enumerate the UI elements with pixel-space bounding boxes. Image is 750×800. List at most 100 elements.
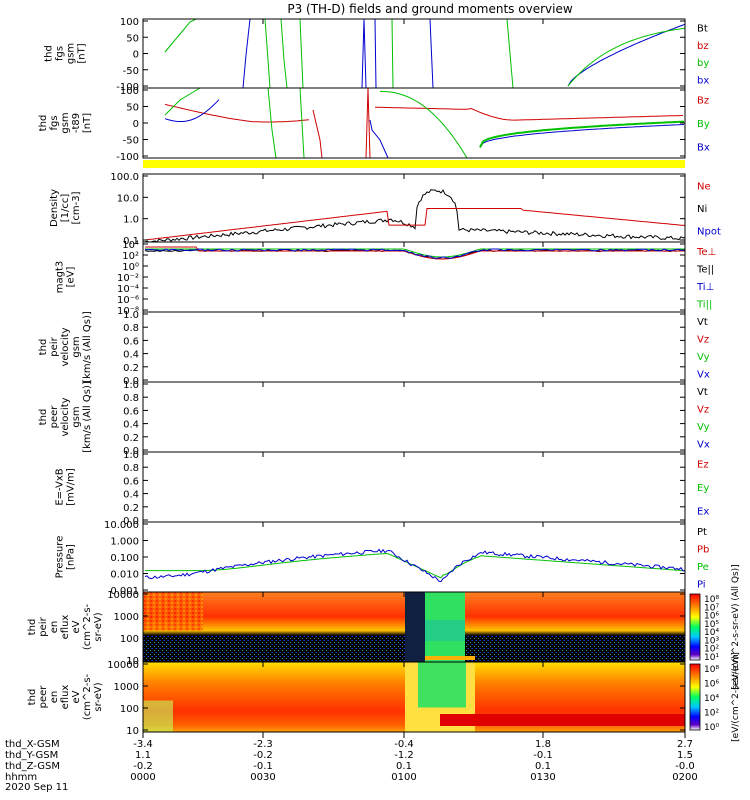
y-axis-label: peer (49, 405, 60, 429)
electron-spectrogram-core (418, 662, 466, 708)
y-axis-label: velocity (60, 397, 71, 436)
bx-trace (568, 24, 685, 86)
y-tick-label: 0.8 (123, 393, 139, 404)
x-tick-label: 0200 (672, 772, 697, 783)
y-axis-label: eV (71, 620, 82, 633)
y-tick-label: 0.8 (123, 323, 139, 334)
y-axis-label: Pressure (55, 536, 66, 579)
y-tick-label: 0.2 (123, 433, 139, 444)
y-tick-label: 0 (133, 50, 139, 61)
y-axis-label: peer (38, 685, 49, 709)
legend-Pt: Pt (697, 527, 707, 538)
legend-Vx: Vx (697, 369, 710, 380)
x-tick-label: 1.8 (535, 739, 551, 750)
y-tick-label: 1.0 (123, 310, 139, 321)
legend-Ni: Ni (697, 204, 707, 215)
y-tick-label: 1.000 (110, 537, 139, 548)
y-axis-label: Density (49, 189, 60, 227)
by-trace (507, 19, 513, 88)
x-row-label: thd_X-GSM (5, 739, 60, 750)
electron-spectrogram-lowband (440, 714, 685, 726)
legend-Vx: Vx (697, 439, 710, 450)
y-tick-label: 100 (120, 704, 139, 715)
panel-frame-p5 (143, 312, 685, 382)
bx-trace (243, 19, 250, 88)
y-axis-label: [mV/m] (66, 468, 77, 506)
colorbar-p9 (690, 594, 700, 660)
y-tick-label: 10⁻⁶ (117, 295, 139, 306)
date-label: 2020 Sep 11 (5, 782, 68, 793)
By-trace (380, 91, 470, 158)
y-tick-label: 50 (126, 103, 139, 114)
colorbar-tick: 10¹ (704, 653, 719, 663)
by-trace (265, 19, 270, 88)
legend-bx: bx (697, 75, 709, 86)
Bz-trace (313, 110, 322, 158)
colorbar-label: [eV/(cm^2-s-sr-eV)] (731, 652, 741, 742)
x-row-label: thd_Z-GSM (5, 761, 60, 772)
y-axis-label: gsm (60, 112, 71, 133)
y-axis-label: [nT] (82, 113, 93, 133)
Ni-trace (145, 190, 685, 242)
colorbar-tick: 10⁸ (704, 665, 719, 675)
Bz-trace (375, 107, 683, 120)
colorbar-tick: 10² (704, 709, 719, 719)
y-tick-label: 10.0 (117, 193, 139, 204)
y-tick-label: 0.100 (110, 553, 139, 564)
y-axis-label: gsm (66, 43, 77, 64)
y-tick-label: 1.0 (123, 450, 139, 461)
y-axis-label: thd (44, 45, 55, 62)
y-axis-label: [cm-3] (71, 191, 82, 224)
x-tick-label: 1.1 (135, 750, 151, 761)
y-tick-label: 50 (126, 33, 139, 44)
legend-Vt: Vt (697, 317, 708, 328)
x-tick-label: 0030 (250, 772, 275, 783)
by-trace (165, 19, 196, 52)
bx-trace (362, 19, 366, 88)
by-trace (568, 28, 685, 86)
yellow-flag-bar (143, 160, 685, 168)
x-tick-label: 0.1 (396, 761, 412, 772)
y-axis-label: (cm^2-s- (82, 673, 93, 720)
ion-spectrogram-left (143, 592, 203, 631)
panel-frame-p1 (143, 19, 685, 88)
y-axis-label: thd (38, 115, 49, 132)
y-axis-label: sr-eV) (93, 612, 104, 641)
Bz-trace (366, 88, 370, 158)
y-axis-label: [km/s (All Qs)] (82, 381, 93, 453)
y-axis-label: thd (38, 409, 49, 426)
legend-Te||: Te|| (696, 264, 714, 275)
legend-Bx: Bx (697, 142, 710, 153)
y-tick-label: 1000 (114, 682, 139, 693)
by-trace (300, 19, 303, 88)
y-tick-label: 0.2 (123, 503, 139, 514)
y-tick-label: 100 (120, 634, 139, 645)
y-tick-label: 10.000 (104, 520, 139, 531)
legend-Ne: Ne (697, 181, 711, 192)
x-tick-label: 0.1 (535, 761, 551, 772)
Pi-trace (145, 549, 685, 581)
y-tick-label: -100 (116, 152, 139, 163)
x-tick-label: -3.4 (133, 739, 153, 750)
y-tick-label: 10000 (107, 590, 139, 601)
x-tick-label: 2.7 (677, 739, 693, 750)
ion-spectrogram-bottomband (425, 656, 475, 660)
colorbar-tick: 10⁰ (704, 723, 719, 733)
y-axis-label: gsm (71, 406, 82, 427)
figure-title: P3 (TH-D) fields and ground moments over… (287, 2, 572, 16)
lines-layer (145, 19, 685, 582)
by-trace (392, 19, 393, 88)
bx-trace (430, 19, 433, 88)
y-tick-label: 0.4 (123, 420, 139, 431)
y-tick-label: -50 (123, 66, 139, 77)
legend-Ex: Ex (697, 506, 709, 517)
legend-Pi: Pi (697, 579, 706, 590)
panel-frame-p3 (143, 174, 685, 242)
legend-Te⊥: Te⊥ (696, 247, 716, 258)
bx-trace (375, 19, 376, 88)
y-tick-label: 0.4 (123, 350, 139, 361)
y-axis-label: peir (49, 336, 60, 356)
x-tick-label: -0.1 (533, 750, 553, 761)
y-axis-label: velocity (60, 327, 71, 366)
y-tick-label: 10⁻² (117, 273, 139, 284)
